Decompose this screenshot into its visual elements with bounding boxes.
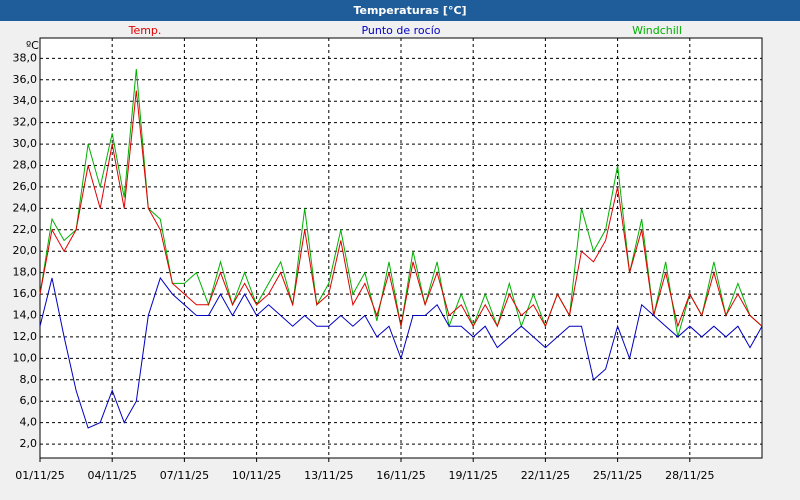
y-tick-label: 4,0 (20, 416, 38, 429)
y-tick-label: 14,0 (13, 309, 38, 322)
series-line (39, 276, 763, 429)
x-tick-label: 13/11/25 (304, 469, 353, 482)
y-tick-label: 26,0 (13, 180, 38, 193)
y-tick-label: 38,0 (13, 51, 38, 64)
title-bar (0, 0, 800, 21)
x-tick-label: 10/11/25 (232, 469, 281, 482)
y-tick-label: 8,0 (20, 373, 38, 386)
y-tick-label: 30,0 (13, 137, 38, 150)
series-line (39, 90, 763, 328)
y-tick-label: 2,0 (20, 437, 38, 450)
y-tick-label: 18,0 (13, 266, 38, 279)
y-tick-label: 34,0 (13, 94, 38, 107)
y-tick-label: 32,0 (13, 116, 38, 129)
y-tick-label: 12,0 (13, 330, 38, 343)
x-tick-label: 28/11/25 (665, 469, 714, 482)
x-tick-label: 04/11/25 (87, 469, 136, 482)
legend-entry: Punto de rocío (361, 24, 440, 37)
y-tick-label: 20,0 (13, 244, 38, 257)
legend-entry: Temp. (128, 24, 162, 37)
y-tick-label: 36,0 (13, 73, 38, 86)
y-tick-label: 24,0 (13, 201, 38, 214)
x-tick-label: 16/11/25 (376, 469, 425, 482)
x-tick-label: 01/11/25 (15, 469, 64, 482)
x-tick-label: 19/11/25 (448, 469, 497, 482)
x-tick-label: 22/11/25 (521, 469, 570, 482)
y-tick-label: 6,0 (20, 394, 38, 407)
legend-entry: Windchill (632, 24, 682, 37)
y-tick-label: 16,0 (13, 287, 38, 300)
y-axis-label: ºC (26, 39, 39, 52)
x-tick-label: 07/11/25 (160, 469, 209, 482)
x-tick-label: 25/11/25 (593, 469, 642, 482)
y-tick-label: 28,0 (13, 159, 38, 172)
y-tick-label: 10,0 (13, 351, 38, 364)
window-title: Temperaturas [°C] (353, 4, 466, 17)
y-tick-label: 22,0 (13, 223, 38, 236)
